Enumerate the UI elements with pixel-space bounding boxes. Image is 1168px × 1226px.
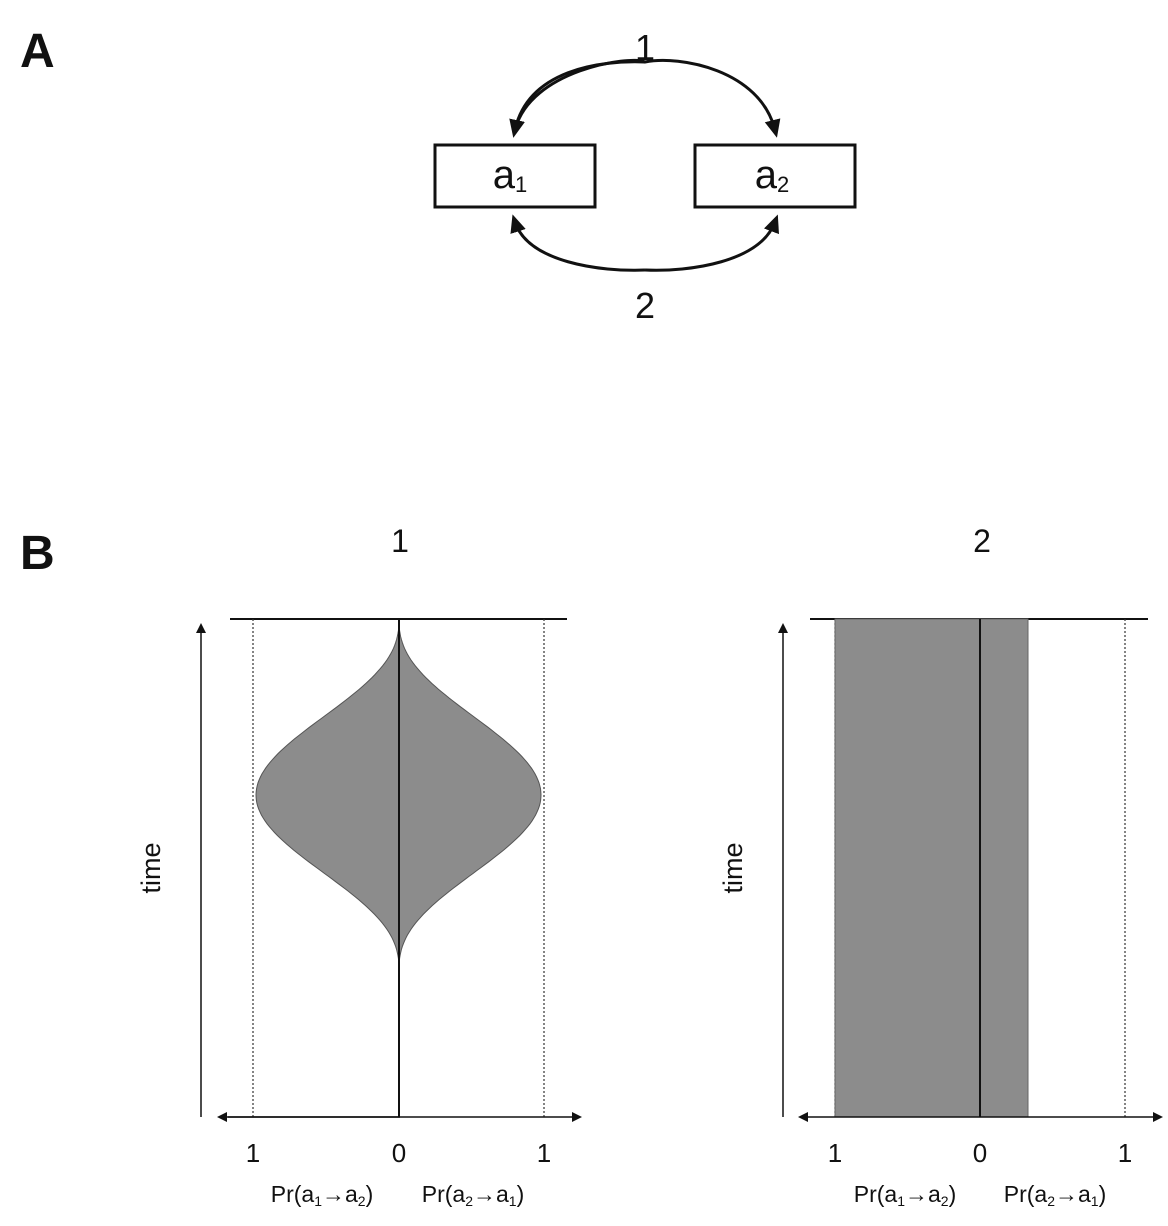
- plot-1-ylabel: time: [136, 842, 166, 893]
- plot-1: 1 time 1 0 1 Pr(a1→a2) Pr(a2→a1): [136, 523, 582, 1209]
- plot-1-tick-center: 0: [392, 1138, 406, 1168]
- plot-1-xlabel-right: Pr(a2→a1): [422, 1181, 525, 1209]
- plot-2-tick-right: 1: [1118, 1138, 1132, 1168]
- transition-arc-top-start: [509, 60, 646, 138]
- plot-1-tick-right: 1: [537, 1138, 551, 1168]
- panel-label-b: B: [20, 527, 55, 580]
- state-diagram: 1 a1 a2 2: [433, 27, 857, 326]
- plot-2-tick-center: 0: [973, 1138, 987, 1168]
- state-box-a1: [433, 143, 597, 209]
- state-label-a2: a2: [755, 153, 790, 197]
- panel-label-a: A: [20, 25, 55, 78]
- plot-2-xlabel-right: Pr(a2→a1): [1004, 1181, 1107, 1209]
- transition-arc-bottom: [644, 214, 779, 272]
- plot-2-distribution-band: [834, 618, 1029, 1118]
- plot-2-tick-left: 1: [828, 1138, 842, 1168]
- plot-1-title: 1: [391, 523, 409, 559]
- plot-2: 2 time 1 0 1 Pr(a1→a2) Pr(a2→a1): [718, 523, 1163, 1209]
- plot-2-ylabel: time: [718, 842, 748, 893]
- plot-2-xlabel-left: Pr(a1→a2): [854, 1181, 957, 1209]
- arc-top-label: 1: [635, 27, 655, 68]
- plot-2-title: 2: [973, 523, 991, 559]
- state-box-a2: [693, 143, 857, 209]
- arc-bottom-label: 2: [635, 285, 655, 326]
- plot-1-xlabel-left: Pr(a1→a2): [271, 1181, 374, 1209]
- state-label-a1: a1: [493, 153, 528, 197]
- transition-arc-top: [513, 58, 781, 138]
- transition-arc-bottom-start: [510, 214, 646, 272]
- plot-1-tick-left: 1: [246, 1138, 260, 1168]
